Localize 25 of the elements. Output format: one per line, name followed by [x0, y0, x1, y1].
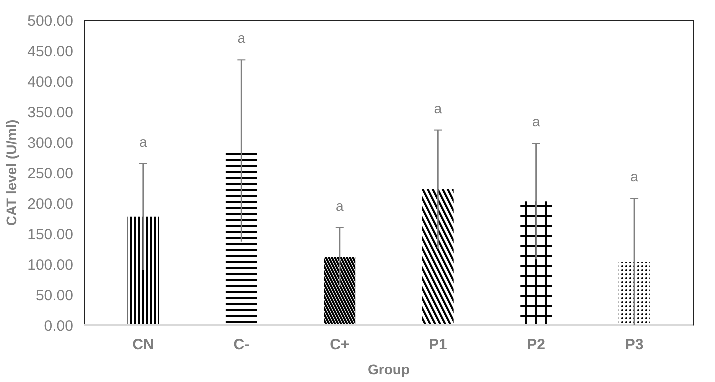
x-tick-label: P3 — [625, 336, 644, 354]
annotation: a — [336, 198, 344, 214]
x-tick-label: P1 — [428, 336, 448, 354]
annotation: a — [630, 168, 639, 185]
x-tick-label: C+ — [330, 336, 350, 354]
annotation: a — [434, 100, 442, 116]
annotation: a — [238, 30, 246, 46]
y-tick-label: 0.00 — [44, 318, 74, 335]
y-axis-title: CAT level (U/ml) — [4, 120, 20, 226]
y-tick-label: 350.00 — [28, 104, 74, 122]
y-tick-label: 200.00 — [28, 196, 74, 213]
y-tick-label: 100.00 — [28, 257, 74, 274]
annotation: a — [140, 134, 148, 150]
y-tick-label: 250.00 — [28, 166, 74, 182]
y-tick-label: 400.00 — [28, 74, 74, 91]
y-tick-label: 500.00 — [28, 13, 74, 30]
y-tick-label: 150.00 — [28, 226, 74, 244]
y-tick-label: 50.00 — [36, 288, 74, 304]
x-tick-label: CN — [132, 336, 154, 354]
x-tick-label: P2 — [527, 336, 546, 354]
x-tick-label: C- — [234, 336, 250, 354]
annotation: a — [532, 114, 540, 130]
y-tick-label: 300.00 — [28, 135, 74, 152]
y-tick-label: 450.00 — [28, 44, 74, 60]
x-axis-title: Group — [368, 362, 410, 378]
